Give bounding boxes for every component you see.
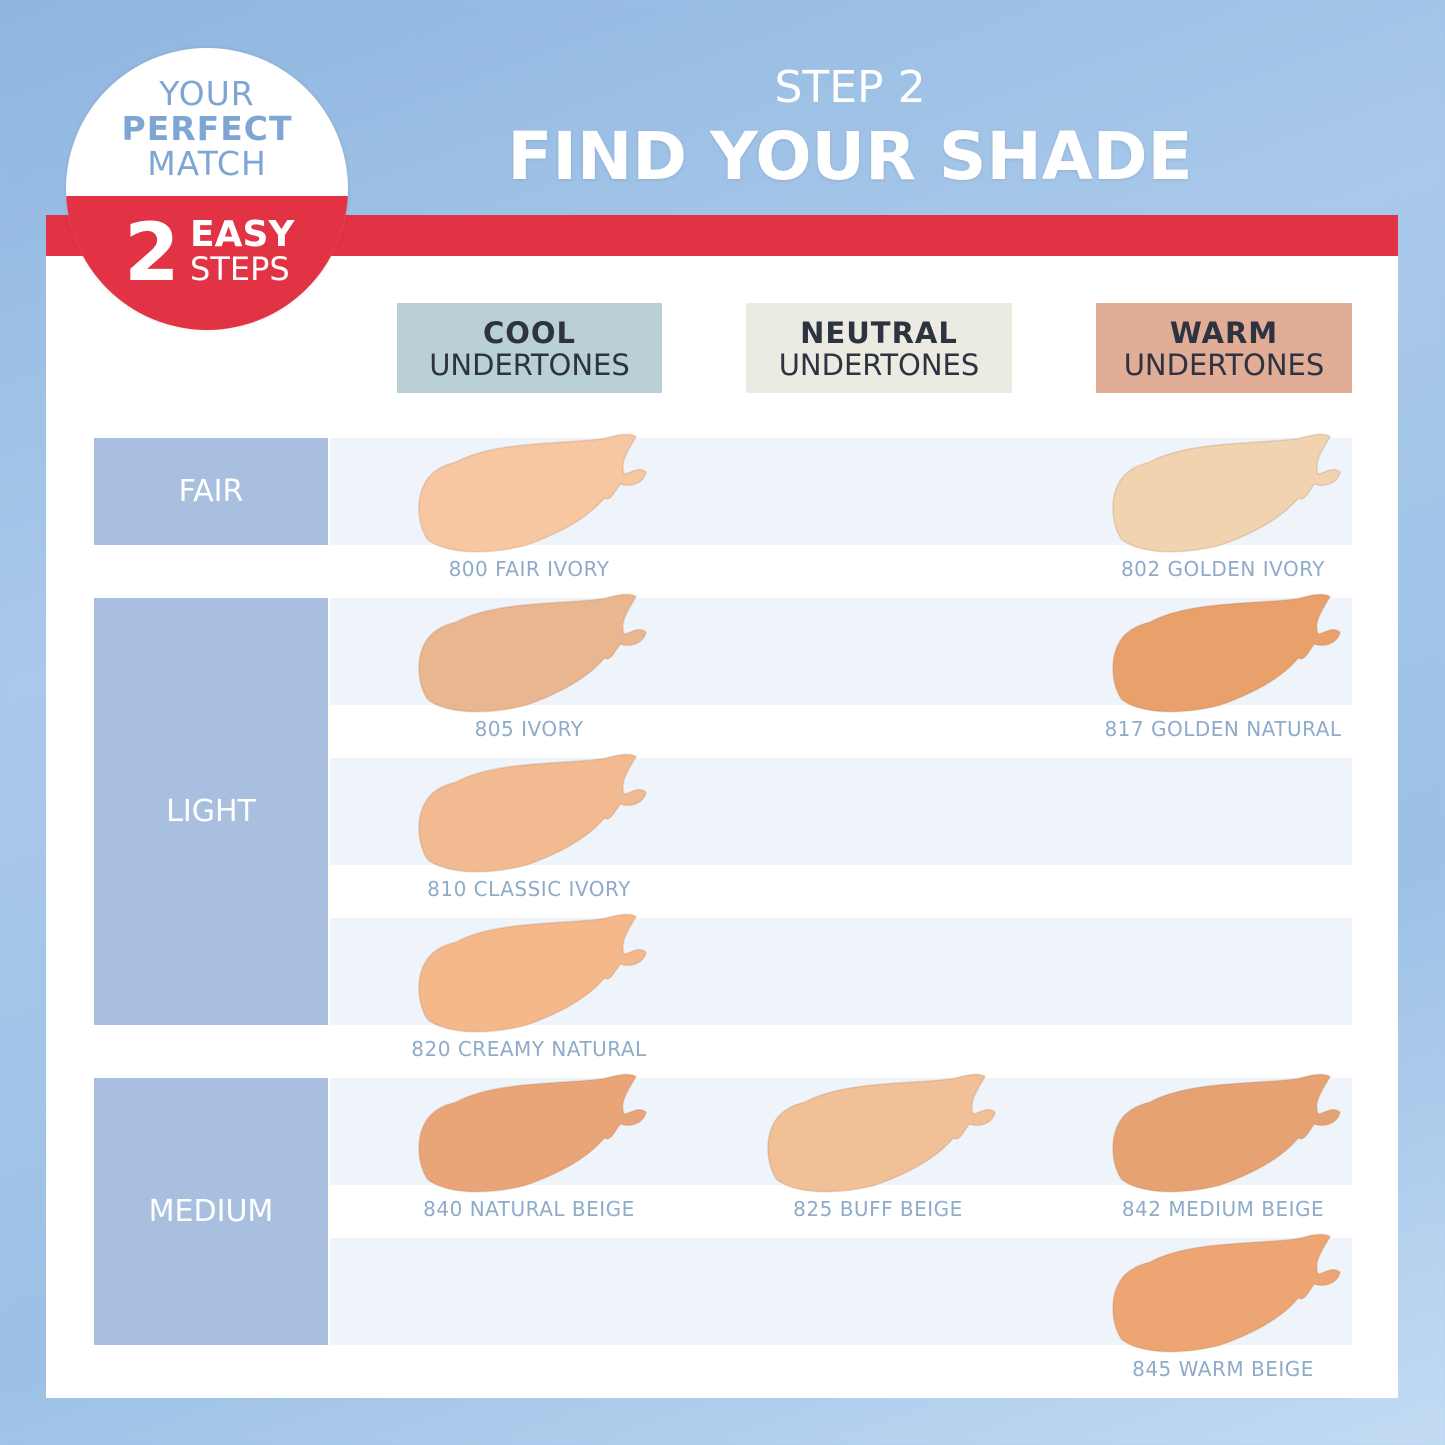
category-medium: MEDIUM bbox=[94, 1078, 328, 1345]
column-header-cool: COOL UNDERTONES bbox=[397, 303, 662, 393]
badge-line: EASY bbox=[190, 214, 295, 255]
badge-number: 2 bbox=[124, 206, 180, 299]
swatch-shape bbox=[1112, 593, 1341, 713]
category-light: LIGHT bbox=[94, 598, 328, 1025]
shade-label: 825 BUFF BEIGE bbox=[793, 1197, 963, 1221]
column-header-neutral: NEUTRAL UNDERTONES bbox=[746, 303, 1012, 393]
swatch-shape bbox=[418, 753, 647, 873]
badge-line: YOUR bbox=[159, 74, 255, 113]
shade-swatch bbox=[418, 753, 647, 873]
shade-label: 817 GOLDEN NATURAL bbox=[1104, 717, 1342, 741]
column-header-bold: NEUTRAL bbox=[800, 316, 958, 350]
category-fair: FAIR bbox=[94, 438, 328, 545]
badge-line: STEPS bbox=[190, 250, 290, 288]
page-title: FIND YOUR SHADE bbox=[507, 118, 1193, 195]
column-header-rest: UNDERTONES bbox=[778, 348, 980, 382]
shade-label: 820 CREAMY NATURAL bbox=[411, 1037, 647, 1061]
swatch-shape bbox=[418, 913, 647, 1033]
shade-swatch bbox=[418, 433, 647, 553]
shade-swatch bbox=[767, 1073, 996, 1193]
column-header-bold: COOL bbox=[482, 316, 577, 350]
swatch-shape bbox=[1112, 1233, 1341, 1353]
swatch-shape bbox=[418, 1073, 647, 1193]
swatch-shape bbox=[1112, 433, 1341, 553]
swatch-shape bbox=[418, 593, 647, 713]
shade-swatch bbox=[1112, 593, 1341, 713]
swatch-shape bbox=[767, 1073, 996, 1193]
step-label: STEP 2 bbox=[774, 62, 926, 113]
column-header-warm: WARM UNDERTONES bbox=[1096, 303, 1352, 393]
shade-label: 800 FAIR IVORY bbox=[448, 557, 610, 581]
shade-label: 810 CLASSIC IVORY bbox=[427, 877, 631, 901]
column-header-bold: WARM bbox=[1169, 316, 1279, 350]
shade-swatch bbox=[1112, 1233, 1341, 1353]
column-header-rest: UNDERTONES bbox=[1123, 348, 1325, 382]
shade-label: 805 IVORY bbox=[474, 717, 584, 741]
shade-label: 842 MEDIUM BEIGE bbox=[1121, 1197, 1325, 1221]
shade-label: 845 WARM BEIGE bbox=[1132, 1357, 1314, 1381]
shade-label: 840 NATURAL BEIGE bbox=[423, 1197, 635, 1221]
perfect-match-badge: YOUR PERFECT MATCH 2 EASY STEPS bbox=[66, 48, 348, 330]
swatch-shape bbox=[1112, 1073, 1341, 1193]
shade-swatch bbox=[1112, 1073, 1341, 1193]
badge-line: MATCH bbox=[147, 144, 267, 183]
column-header-rest: UNDERTONES bbox=[429, 348, 630, 382]
shade-swatch bbox=[418, 913, 647, 1033]
shade-label: 802 GOLDEN IVORY bbox=[1120, 557, 1326, 581]
shade-swatch bbox=[1112, 433, 1341, 553]
shade-swatch bbox=[418, 593, 647, 713]
badge-line: PERFECT bbox=[121, 109, 293, 148]
swatch-shape bbox=[418, 433, 647, 553]
shade-swatch bbox=[418, 1073, 647, 1193]
